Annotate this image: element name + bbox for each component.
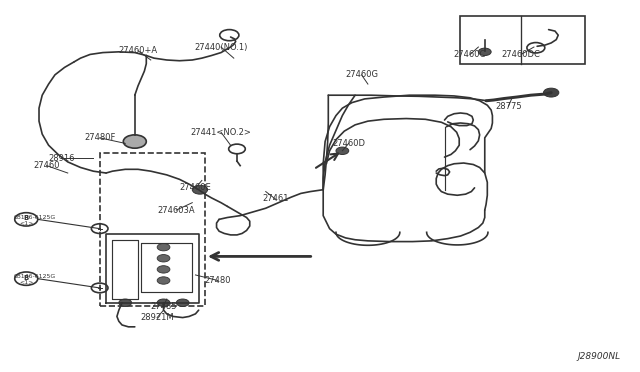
- Text: 27441<NO.2>: 27441<NO.2>: [191, 128, 252, 137]
- Text: 27460+A: 27460+A: [118, 46, 157, 55]
- Text: B: B: [24, 275, 29, 280]
- Text: 27460E: 27460E: [180, 183, 211, 192]
- Text: 27440(NO.1): 27440(NO.1): [195, 42, 248, 51]
- Text: 27460D: 27460D: [332, 139, 365, 148]
- Circle shape: [176, 299, 189, 307]
- Text: <1>: <1>: [20, 221, 34, 225]
- Circle shape: [192, 185, 207, 194]
- Text: 27460G: 27460G: [345, 70, 378, 79]
- Circle shape: [157, 277, 170, 284]
- Text: B: B: [24, 215, 29, 221]
- Circle shape: [157, 299, 170, 307]
- Text: <1>: <1>: [20, 280, 34, 285]
- Text: 08146-6125G: 08146-6125G: [13, 274, 56, 279]
- Text: 27461: 27461: [262, 195, 289, 203]
- Text: 28916: 28916: [48, 154, 75, 163]
- Circle shape: [157, 254, 170, 262]
- Text: 08146-6125G: 08146-6125G: [13, 215, 56, 220]
- Text: 27480F: 27480F: [84, 133, 115, 142]
- Text: 27460: 27460: [33, 161, 60, 170]
- Text: 27485: 27485: [150, 302, 177, 311]
- Text: 27480: 27480: [205, 276, 231, 285]
- Circle shape: [336, 147, 349, 154]
- Circle shape: [543, 88, 559, 97]
- Text: 28775: 28775: [495, 102, 522, 111]
- Text: 274603A: 274603A: [157, 206, 195, 215]
- Text: 27460DC: 27460DC: [502, 50, 541, 59]
- Circle shape: [157, 266, 170, 273]
- Circle shape: [478, 48, 491, 55]
- Text: J28900NL: J28900NL: [577, 352, 620, 361]
- FancyBboxPatch shape: [100, 153, 205, 307]
- Circle shape: [124, 135, 147, 148]
- Circle shape: [157, 243, 170, 251]
- Text: 28921M: 28921M: [140, 313, 174, 322]
- Circle shape: [119, 299, 132, 307]
- Text: 27460C: 27460C: [454, 50, 486, 59]
- FancyBboxPatch shape: [461, 16, 585, 64]
